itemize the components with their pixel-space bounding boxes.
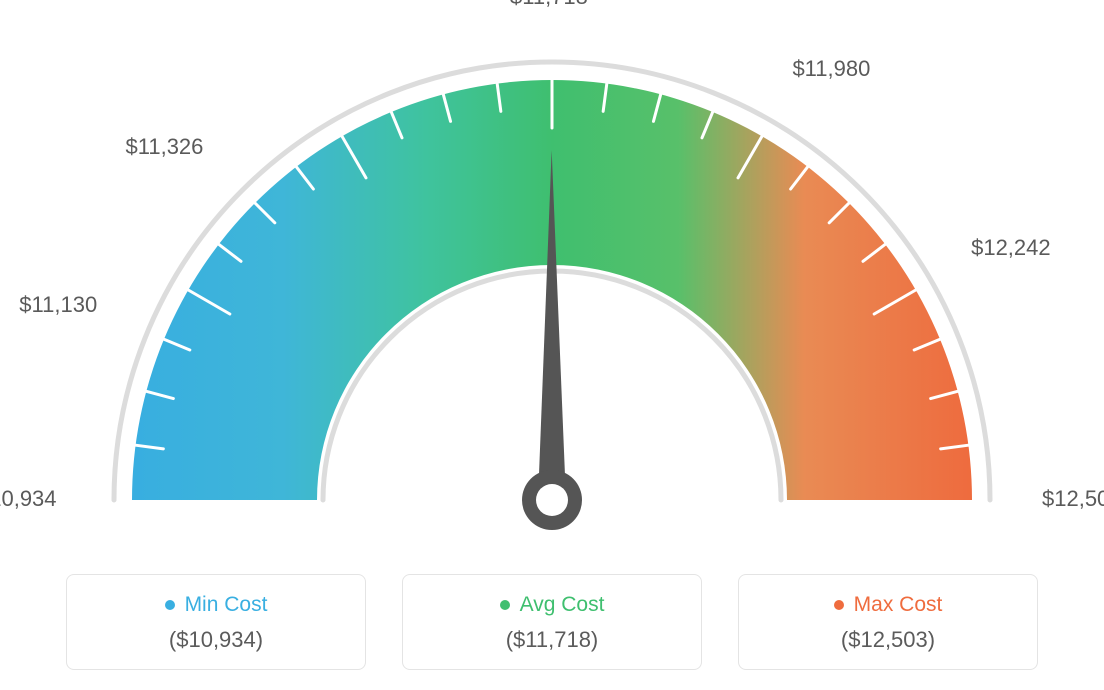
legend-dot-max: [834, 600, 844, 610]
gauge-scale-label: $11,718: [510, 0, 588, 10]
gauge-scale-label: $12,503: [1042, 486, 1104, 512]
legend-value-avg: ($11,718): [403, 627, 701, 653]
legend-card-min: Min Cost ($10,934): [66, 574, 366, 670]
gauge-scale-label: $11,326: [126, 134, 204, 160]
gauge-scale-label: $11,980: [792, 56, 870, 82]
legend-title-max: Max Cost: [834, 593, 943, 617]
gauge-scale-label: $12,242: [971, 235, 1051, 261]
legend-value-max: ($12,503): [739, 627, 1037, 653]
legend-title-avg: Avg Cost: [500, 593, 605, 617]
legend-card-avg: Avg Cost ($11,718): [402, 574, 702, 670]
legend-dot-min: [165, 600, 175, 610]
cost-gauge-chart: $10,934 $11,130 $11,326 $11,718 $11,980 $12,2…: [0, 0, 1104, 690]
legend-title-min: Min Cost: [165, 593, 268, 617]
gauge-scale-label: $11,130: [19, 292, 97, 318]
legend-title-max-text: Max Cost: [854, 593, 943, 617]
gauge-svg: [0, 0, 1104, 560]
legend-card-max: Max Cost ($12,503): [738, 574, 1038, 670]
legend-row: Min Cost ($10,934) Avg Cost ($11,718) Ma…: [0, 574, 1104, 670]
gauge-needle-hub-hole: [536, 484, 568, 516]
gauge-area: $10,934 $11,130 $11,326 $11,718 $11,980 $12,2…: [0, 0, 1104, 560]
legend-value-min: ($10,934): [67, 627, 365, 653]
legend-title-min-text: Min Cost: [185, 593, 268, 617]
legend-dot-avg: [500, 600, 510, 610]
legend-title-avg-text: Avg Cost: [520, 593, 605, 617]
gauge-scale-label: $10,934: [0, 486, 57, 512]
